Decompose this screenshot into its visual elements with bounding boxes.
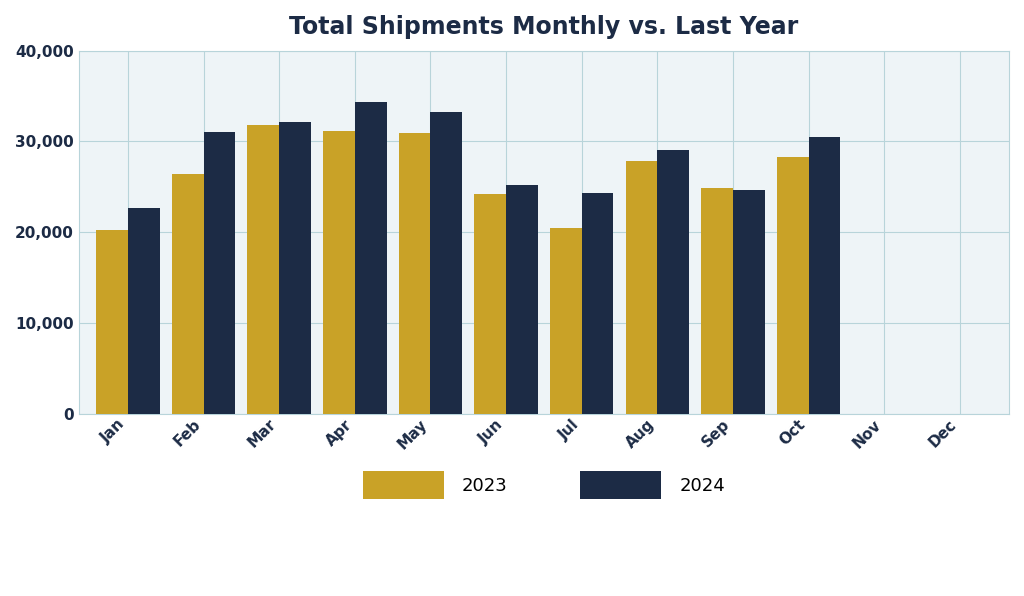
Bar (172, 174, 204, 414)
Bar (96, 229, 128, 414)
Bar (354, 101, 386, 414)
Legend: 2023, 2024: 2023, 2024 (355, 464, 732, 507)
Bar (474, 194, 506, 414)
Bar (280, 122, 311, 414)
Bar (248, 125, 280, 414)
Bar (582, 193, 613, 414)
Bar (204, 132, 236, 414)
Bar (626, 160, 657, 414)
Bar (777, 157, 809, 414)
Bar (128, 208, 160, 414)
Bar (657, 150, 689, 414)
Bar (323, 132, 354, 414)
Bar (506, 185, 538, 414)
Bar (701, 188, 733, 414)
Bar (550, 228, 582, 414)
Bar (733, 190, 765, 414)
Bar (430, 113, 462, 414)
Title: Total Shipments Monthly vs. Last Year: Total Shipments Monthly vs. Last Year (289, 15, 799, 39)
Bar (809, 137, 841, 414)
Bar (398, 134, 430, 414)
